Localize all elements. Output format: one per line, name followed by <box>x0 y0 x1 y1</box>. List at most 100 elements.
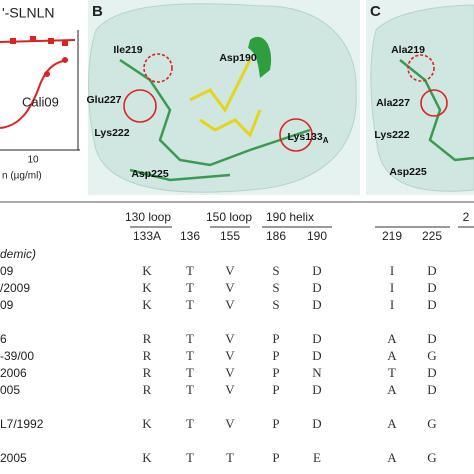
cell: D <box>312 416 321 431</box>
cell: P <box>272 331 279 346</box>
panel-a: '-SLNLN Cali09 10 n (µg/ml) <box>0 5 80 182</box>
row-name: L7/1992 <box>0 417 44 431</box>
cell: D <box>312 280 321 295</box>
backbone <box>399 59 474 162</box>
row-name: 2005 <box>0 451 27 465</box>
residue-name: Glu227 <box>86 94 121 106</box>
column-header: 219 <box>382 229 402 243</box>
cell: T <box>186 348 194 363</box>
highlight <box>420 89 448 117</box>
cell: D <box>427 331 436 346</box>
cell: K <box>142 297 152 312</box>
cell: V <box>225 416 235 431</box>
cell: D <box>427 280 436 295</box>
cell: T <box>186 297 194 312</box>
residue-subscript: A <box>323 136 329 145</box>
residue-label: Lys222 <box>94 127 129 139</box>
row-name: /2009 <box>0 281 30 295</box>
cell: V <box>225 365 235 380</box>
point <box>44 71 50 77</box>
cell: D <box>427 382 436 397</box>
cell: V <box>225 382 235 397</box>
residue-label: Lys222 <box>374 129 409 141</box>
cell: D <box>312 263 321 278</box>
cell: V <box>225 348 235 363</box>
row-name: 2006 <box>0 366 27 380</box>
panel-c: C <box>366 0 474 195</box>
surface <box>88 3 357 193</box>
cell: G <box>427 348 436 363</box>
highlight <box>407 54 435 82</box>
cell: V <box>225 263 235 278</box>
column-header: 186 <box>266 229 286 243</box>
point <box>30 36 36 42</box>
column-header: 133A <box>133 229 161 243</box>
residue-label: Asp225 <box>389 166 427 178</box>
cell: N <box>312 365 322 380</box>
highlight <box>123 89 157 123</box>
cell: S <box>272 263 279 278</box>
cell: A <box>387 331 397 346</box>
x-tick-label: 10 <box>27 155 39 166</box>
cell: A <box>387 382 397 397</box>
cell: P <box>272 416 279 431</box>
cell: P <box>272 348 279 363</box>
panel-a-title: '-SLNLN <box>2 5 54 21</box>
row-name: 6 <box>0 332 7 346</box>
group-header: 130 loop <box>125 210 171 224</box>
residue-label: Ile219 <box>113 44 142 56</box>
cell: S <box>272 280 279 295</box>
group-header: 150 loop <box>206 210 252 224</box>
group-header: 2 <box>463 210 470 224</box>
cell: G <box>427 416 436 431</box>
row-name: -39/00 <box>0 349 34 363</box>
panel-letter: B <box>92 3 103 20</box>
residue-label: Ala219 <box>391 44 425 56</box>
cell: D <box>312 348 321 363</box>
cell: T <box>186 365 194 380</box>
column-header: 225 <box>422 229 442 243</box>
cell: T <box>186 450 194 465</box>
residue-name: Asp225 <box>131 168 169 180</box>
column-header: 155 <box>220 229 240 243</box>
cell: V <box>225 280 235 295</box>
residue-name: Ile219 <box>113 44 142 56</box>
cell: K <box>142 450 152 465</box>
panel-b: B <box>88 0 360 195</box>
cell: I <box>390 263 394 278</box>
point <box>62 57 68 63</box>
cell: A <box>387 450 397 465</box>
column-header: 190 <box>307 229 327 243</box>
row-name: 09 <box>0 298 14 312</box>
residue-label: Lys133A <box>287 131 328 145</box>
cell: R <box>143 331 152 346</box>
cell: K <box>142 280 152 295</box>
residue-name: Lys222 <box>94 127 129 139</box>
cell: K <box>142 416 152 431</box>
helix <box>248 36 272 78</box>
highlight <box>143 53 173 83</box>
residue-name: Asp190 <box>219 52 257 64</box>
backbone <box>119 58 311 182</box>
point <box>48 38 54 44</box>
cell: T <box>186 416 194 431</box>
row-name: demic) <box>0 247 36 261</box>
cell: T <box>186 382 194 397</box>
group-header: 190 helix <box>266 210 314 224</box>
cell: K <box>142 263 152 278</box>
cell: P <box>272 365 279 380</box>
residue-label: Asp225 <box>131 168 169 180</box>
point <box>62 40 68 46</box>
residue-label: Ala227 <box>376 97 410 109</box>
curve-label: Cali09 <box>22 94 59 109</box>
table: 130 loop 150 loop 190 helix 2 133A 136 155 186 1… <box>0 210 474 465</box>
cell: D <box>427 263 436 278</box>
cell: T <box>226 450 234 465</box>
highlight <box>279 118 313 152</box>
cell: D <box>312 297 321 312</box>
residue-label: Asp190 <box>219 52 257 64</box>
residue-name: Ala219 <box>391 44 425 56</box>
residue-name: Lys133 <box>287 131 322 143</box>
cell: T <box>186 263 194 278</box>
